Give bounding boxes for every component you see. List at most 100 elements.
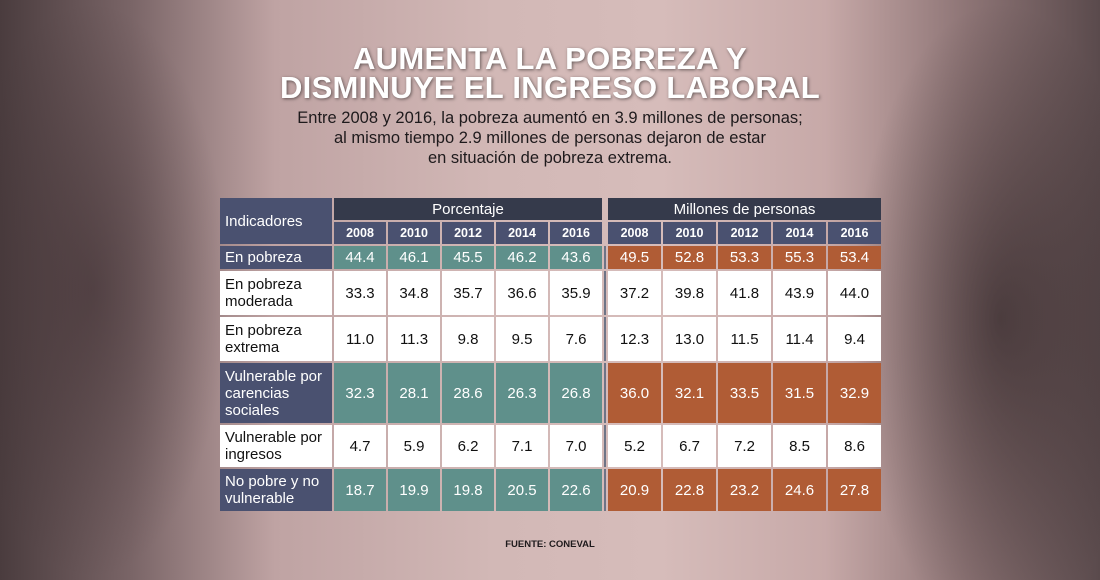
cell-percentage-2008: 18.7 bbox=[334, 469, 386, 511]
cell-millions-2008: 5.2 bbox=[608, 425, 661, 467]
cell-percentage-2014: 7.1 bbox=[496, 425, 548, 467]
row-separator bbox=[604, 425, 606, 467]
subtitle-line-1: Entre 2008 y 2016, la pobreza aumentó en… bbox=[297, 109, 803, 127]
cell-millions-2014: 24.6 bbox=[773, 469, 826, 511]
subtitle: Entre 2008 y 2016, la pobreza aumentó en… bbox=[270, 108, 830, 168]
cell-millions-2012: 41.8 bbox=[718, 271, 771, 315]
row-separator bbox=[604, 246, 606, 269]
cell-millions-2014: 8.5 bbox=[773, 425, 826, 467]
source-note: FUENTE: CONEVAL bbox=[505, 539, 595, 550]
row-label: En pobreza extrema bbox=[220, 317, 332, 361]
cell-millions-2016: 44.0 bbox=[828, 271, 881, 315]
table-row: En pobreza 44.4 46.1 45.5 46.2 43.6 49.5 52.8 53… bbox=[220, 246, 881, 269]
cell-millions-2008: 37.2 bbox=[608, 271, 661, 315]
cell-millions-2016: 32.9 bbox=[828, 363, 881, 423]
table-row: No pobre y no vulnerable 18.7 19.9 19.8 20.5… bbox=[220, 469, 881, 511]
row-label: En pobreza bbox=[220, 246, 332, 269]
year-header-pct-2012: 2012 bbox=[442, 222, 494, 244]
cell-percentage-2010: 34.8 bbox=[388, 271, 440, 315]
cell-percentage-2016: 26.8 bbox=[550, 363, 602, 423]
cell-percentage-2014: 36.6 bbox=[496, 271, 548, 315]
cell-millions-2012: 53.3 bbox=[718, 246, 771, 269]
row-label: No pobre y no vulnerable bbox=[220, 469, 332, 511]
cell-percentage-2014: 9.5 bbox=[496, 317, 548, 361]
cell-millions-2008: 36.0 bbox=[608, 363, 661, 423]
subtitle-line-3: en situación de pobreza extrema. bbox=[428, 149, 672, 167]
cell-millions-2016: 8.6 bbox=[828, 425, 881, 467]
cell-percentage-2014: 46.2 bbox=[496, 246, 548, 269]
cell-millions-2016: 53.4 bbox=[828, 246, 881, 269]
cell-millions-2010: 39.8 bbox=[663, 271, 716, 315]
cell-percentage-2016: 7.6 bbox=[550, 317, 602, 361]
cell-percentage-2012: 28.6 bbox=[442, 363, 494, 423]
title-line-2: DISMINUYE EL INGRESO LABORAL bbox=[279, 70, 821, 105]
cell-percentage-2010: 19.9 bbox=[388, 469, 440, 511]
cell-percentage-2008: 4.7 bbox=[334, 425, 386, 467]
cell-millions-2010: 13.0 bbox=[663, 317, 716, 361]
cell-millions-2010: 22.8 bbox=[663, 469, 716, 511]
cell-percentage-2010: 5.9 bbox=[388, 425, 440, 467]
title-line-1: AUMENTA LA POBREZA Y bbox=[352, 41, 748, 76]
year-header-pct-2014: 2014 bbox=[496, 222, 548, 244]
cell-percentage-2016: 7.0 bbox=[550, 425, 602, 467]
cell-percentage-2012: 9.8 bbox=[442, 317, 494, 361]
cell-millions-2008: 20.9 bbox=[608, 469, 661, 511]
year-header-mill-2010: 2010 bbox=[663, 222, 716, 244]
cell-percentage-2016: 35.9 bbox=[550, 271, 602, 315]
year-header-pct-2008: 2008 bbox=[334, 222, 386, 244]
row-separator bbox=[604, 469, 606, 511]
cell-percentage-2008: 11.0 bbox=[334, 317, 386, 361]
cell-percentage-2008: 32.3 bbox=[334, 363, 386, 423]
cell-percentage-2010: 11.3 bbox=[388, 317, 440, 361]
group-header-millions: Millones de personas bbox=[608, 198, 881, 220]
background-photo-right bbox=[850, 0, 1100, 580]
row-label: En pobreza moderada bbox=[220, 271, 332, 315]
cell-millions-2012: 11.5 bbox=[718, 317, 771, 361]
cell-millions-2008: 12.3 bbox=[608, 317, 661, 361]
group-header-percentage: Porcentaje bbox=[334, 198, 602, 220]
subtitle-line-2: al mismo tiempo 2.9 millones de personas… bbox=[334, 129, 766, 147]
cell-percentage-2010: 46.1 bbox=[388, 246, 440, 269]
cell-millions-2014: 31.5 bbox=[773, 363, 826, 423]
cell-percentage-2012: 35.7 bbox=[442, 271, 494, 315]
cell-percentage-2012: 45.5 bbox=[442, 246, 494, 269]
cell-millions-2012: 7.2 bbox=[718, 425, 771, 467]
cell-percentage-2016: 22.6 bbox=[550, 469, 602, 511]
cell-percentage-2008: 33.3 bbox=[334, 271, 386, 315]
row-label: Vulnerable por carencias sociales bbox=[220, 363, 332, 423]
background-photo-left bbox=[0, 0, 230, 580]
cell-millions-2010: 6.7 bbox=[663, 425, 716, 467]
cell-millions-2014: 11.4 bbox=[773, 317, 826, 361]
year-header-mill-2008: 2008 bbox=[608, 222, 661, 244]
row-label: Vulnerable por ingresos bbox=[220, 425, 332, 467]
infographic-title: AUMENTA LA POBREZA Y DISMINUYE EL INGRES… bbox=[250, 41, 850, 105]
cell-millions-2008: 49.5 bbox=[608, 246, 661, 269]
table-row: En pobreza moderada 33.3 34.8 35.7 36.6 35.9 3… bbox=[220, 271, 881, 315]
year-header-pct-2010: 2010 bbox=[388, 222, 440, 244]
cell-percentage-2010: 28.1 bbox=[388, 363, 440, 423]
table-row: Vulnerable por ingresos 4.7 5.9 6.2 7.1 7.0 5.… bbox=[220, 425, 881, 467]
cell-millions-2012: 23.2 bbox=[718, 469, 771, 511]
year-header-mill-2016: 2016 bbox=[828, 222, 881, 244]
cell-percentage-2012: 19.8 bbox=[442, 469, 494, 511]
year-header-mill-2014: 2014 bbox=[773, 222, 826, 244]
cell-millions-2016: 27.8 bbox=[828, 469, 881, 511]
indicators-header: Indicadores bbox=[220, 198, 332, 244]
cell-millions-2016: 9.4 bbox=[828, 317, 881, 361]
cell-percentage-2008: 44.4 bbox=[334, 246, 386, 269]
year-header-mill-2012: 2012 bbox=[718, 222, 771, 244]
table-row: Vulnerable por carencias sociales 32.3 28.… bbox=[220, 363, 881, 423]
cell-millions-2010: 52.8 bbox=[663, 246, 716, 269]
table-row: En pobreza extrema 11.0 11.3 9.8 9.5 7.6 12.3 1… bbox=[220, 317, 881, 361]
poverty-table: Indicadores Porcentaje Millones de perso… bbox=[218, 196, 883, 513]
year-header-pct-2016: 2016 bbox=[550, 222, 602, 244]
cell-millions-2012: 33.5 bbox=[718, 363, 771, 423]
cell-percentage-2014: 20.5 bbox=[496, 469, 548, 511]
group-separator bbox=[604, 198, 606, 244]
row-separator bbox=[604, 271, 606, 315]
cell-percentage-2012: 6.2 bbox=[442, 425, 494, 467]
cell-millions-2010: 32.1 bbox=[663, 363, 716, 423]
cell-millions-2014: 55.3 bbox=[773, 246, 826, 269]
cell-percentage-2014: 26.3 bbox=[496, 363, 548, 423]
cell-millions-2014: 43.9 bbox=[773, 271, 826, 315]
